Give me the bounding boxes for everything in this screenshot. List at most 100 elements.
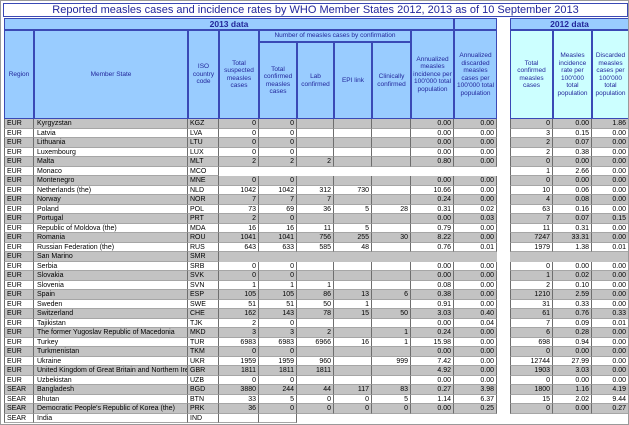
cell-iso: CHE bbox=[188, 309, 219, 319]
cell-suspected: 3 bbox=[219, 328, 259, 338]
cell-2012-incidence: 0.09 bbox=[553, 318, 592, 328]
cell-annualized-incidence: 0.00 bbox=[411, 119, 454, 129]
cell-annualized-incidence: 15.98 bbox=[411, 337, 454, 347]
cell-member-state: Uzbekistan bbox=[34, 375, 188, 385]
gap-spacer bbox=[497, 138, 510, 148]
cell-2012-incidence: 0.00 bbox=[553, 176, 592, 186]
cell-annualized-discarded: 0.00 bbox=[454, 128, 497, 138]
cell-region: EUR bbox=[4, 337, 34, 347]
cell-member-state: The former Yugoslav Republic of Macedoni… bbox=[34, 328, 188, 338]
cell-clinically-confirmed: 6 bbox=[372, 290, 411, 300]
cell-suspected: 7 bbox=[219, 195, 259, 205]
cell-member-state: Lithuania bbox=[34, 138, 188, 148]
cell-region: EUR bbox=[4, 204, 34, 214]
cell-confirmed: 2 bbox=[259, 157, 297, 167]
cell-annualized-incidence: 0.31 bbox=[411, 204, 454, 214]
cell-lab-confirmed bbox=[297, 138, 334, 148]
cell-epi-link bbox=[334, 128, 372, 138]
cell-region: EUR bbox=[4, 328, 34, 338]
cell-member-state: Portugal bbox=[34, 214, 188, 224]
cell-annualized-incidence: 0.38 bbox=[411, 290, 454, 300]
header-annualized-incidence: Annualized measles incidence per 100'000… bbox=[411, 30, 454, 119]
header-epi-link: EPI link bbox=[334, 42, 372, 119]
gap-spacer bbox=[497, 328, 510, 338]
cell-2012-discarded: 0.00 bbox=[592, 233, 628, 243]
cell-2012-confirmed: 7 bbox=[510, 214, 553, 224]
cell-region: SEAR bbox=[4, 385, 34, 395]
gap-spacer bbox=[497, 318, 510, 328]
cell-2012-incidence: 0.02 bbox=[553, 271, 592, 281]
cell-member-state: United Kingdom of Great Britain and Nort… bbox=[34, 366, 188, 376]
cell-confirmed bbox=[259, 413, 297, 423]
cell-iso: PRK bbox=[188, 404, 219, 414]
cell-2012-discarded: 0.00 bbox=[592, 280, 628, 290]
cell-confirmed: 0 bbox=[259, 261, 297, 271]
cell-2012-incidence: 2.02 bbox=[553, 394, 592, 404]
gap-spacer bbox=[497, 299, 510, 309]
gap-spacer bbox=[497, 242, 510, 252]
table-row: EUR Turkmenistan TKM 0 0 0.00 0.00 0 0.00 0.00 bbox=[4, 347, 628, 357]
cell-confirmed: 16 bbox=[259, 223, 297, 233]
cell-region: EUR bbox=[4, 214, 34, 224]
cell-epi-link: 117 bbox=[334, 385, 372, 395]
cell-2012-confirmed: 1 bbox=[510, 166, 553, 176]
cell-annualized-incidence: 7.42 bbox=[411, 356, 454, 366]
cell-2012-incidence: 2.59 bbox=[553, 290, 592, 300]
cell-annualized-incidence: 10.66 bbox=[411, 185, 454, 195]
cell-2012-discarded: 0.00 bbox=[592, 157, 628, 167]
table-row: SEAR India IND bbox=[4, 413, 628, 423]
cell-iso: UKR bbox=[188, 356, 219, 366]
cell-epi-link: 48 bbox=[334, 242, 372, 252]
cell-clinically-confirmed: 50 bbox=[372, 309, 411, 319]
cell-2012-incidence: 0.00 bbox=[553, 157, 592, 167]
cell-clinically-confirmed: 999 bbox=[372, 356, 411, 366]
cell-annualized-discarded: 0.03 bbox=[454, 214, 497, 224]
cell-2012-incidence bbox=[553, 413, 592, 423]
cell-annualized-discarded: 0.00 bbox=[454, 119, 497, 129]
cell-suspected: 643 bbox=[219, 242, 259, 252]
cell-epi-link bbox=[334, 280, 372, 290]
cell-suspected: 73 bbox=[219, 204, 259, 214]
cell-2012-discarded: 0.00 bbox=[592, 261, 628, 271]
cell-iso: BGD bbox=[188, 385, 219, 395]
cell-confirmed: 5 bbox=[259, 394, 297, 404]
cell-annualized-discarded: 0.00 bbox=[454, 261, 497, 271]
table-row: EUR Slovakia SVK 0 0 0.00 0.00 1 0.02 0.00 bbox=[4, 271, 628, 281]
table-row: EUR San Marino SMR bbox=[4, 252, 628, 262]
table-row: EUR Switzerland CHE 162 143 78 15 50 3.03 0.40 61 0… bbox=[4, 309, 628, 319]
cell-suspected: 16 bbox=[219, 223, 259, 233]
cell-annualized-discarded: 0.00 bbox=[454, 299, 497, 309]
cell-clinically-confirmed: 5 bbox=[372, 394, 411, 404]
cell-clinically-confirmed bbox=[372, 166, 411, 176]
cell-2012-discarded: 0.00 bbox=[592, 347, 628, 357]
cell-region: EUR bbox=[4, 356, 34, 366]
cell-lab-confirmed bbox=[297, 147, 334, 157]
cell-clinically-confirmed bbox=[372, 214, 411, 224]
cell-region: EUR bbox=[4, 290, 34, 300]
cell-2012-incidence: 0.94 bbox=[553, 337, 592, 347]
cell-lab-confirmed: 585 bbox=[297, 242, 334, 252]
cell-2012-discarded: 1.86 bbox=[592, 119, 628, 129]
cell-2012-discarded: 0.00 bbox=[592, 166, 628, 176]
cell-clinically-confirmed: 1 bbox=[372, 337, 411, 347]
cell-confirmed: 105 bbox=[259, 290, 297, 300]
cell-annualized-incidence: 0.00 bbox=[411, 318, 454, 328]
cell-epi-link: 5 bbox=[334, 204, 372, 214]
cell-annualized-incidence bbox=[411, 413, 454, 423]
cell-2012-discarded: 0.00 bbox=[592, 223, 628, 233]
cell-2012-incidence: 0.00 bbox=[553, 261, 592, 271]
cell-2012-incidence: 1.38 bbox=[553, 242, 592, 252]
cell-2012-incidence: 0.28 bbox=[553, 328, 592, 338]
cell-region: EUR bbox=[4, 195, 34, 205]
cell-clinically-confirmed: 30 bbox=[372, 233, 411, 243]
table-row: EUR Slovenia SVN 1 1 1 0.08 0.00 2 0.10 0.00 bbox=[4, 280, 628, 290]
cell-2012-confirmed: 10 bbox=[510, 185, 553, 195]
cell-member-state: Norway bbox=[34, 195, 188, 205]
cell-2012-incidence: 0.10 bbox=[553, 280, 592, 290]
gap-spacer bbox=[497, 119, 510, 129]
cell-iso: SVN bbox=[188, 280, 219, 290]
cell-clinically-confirmed bbox=[372, 261, 411, 271]
header-confirmation-group: Number of measles cases by confirmation bbox=[259, 30, 411, 42]
cell-annualized-incidence bbox=[411, 252, 454, 262]
cell-iso: NLD bbox=[188, 185, 219, 195]
